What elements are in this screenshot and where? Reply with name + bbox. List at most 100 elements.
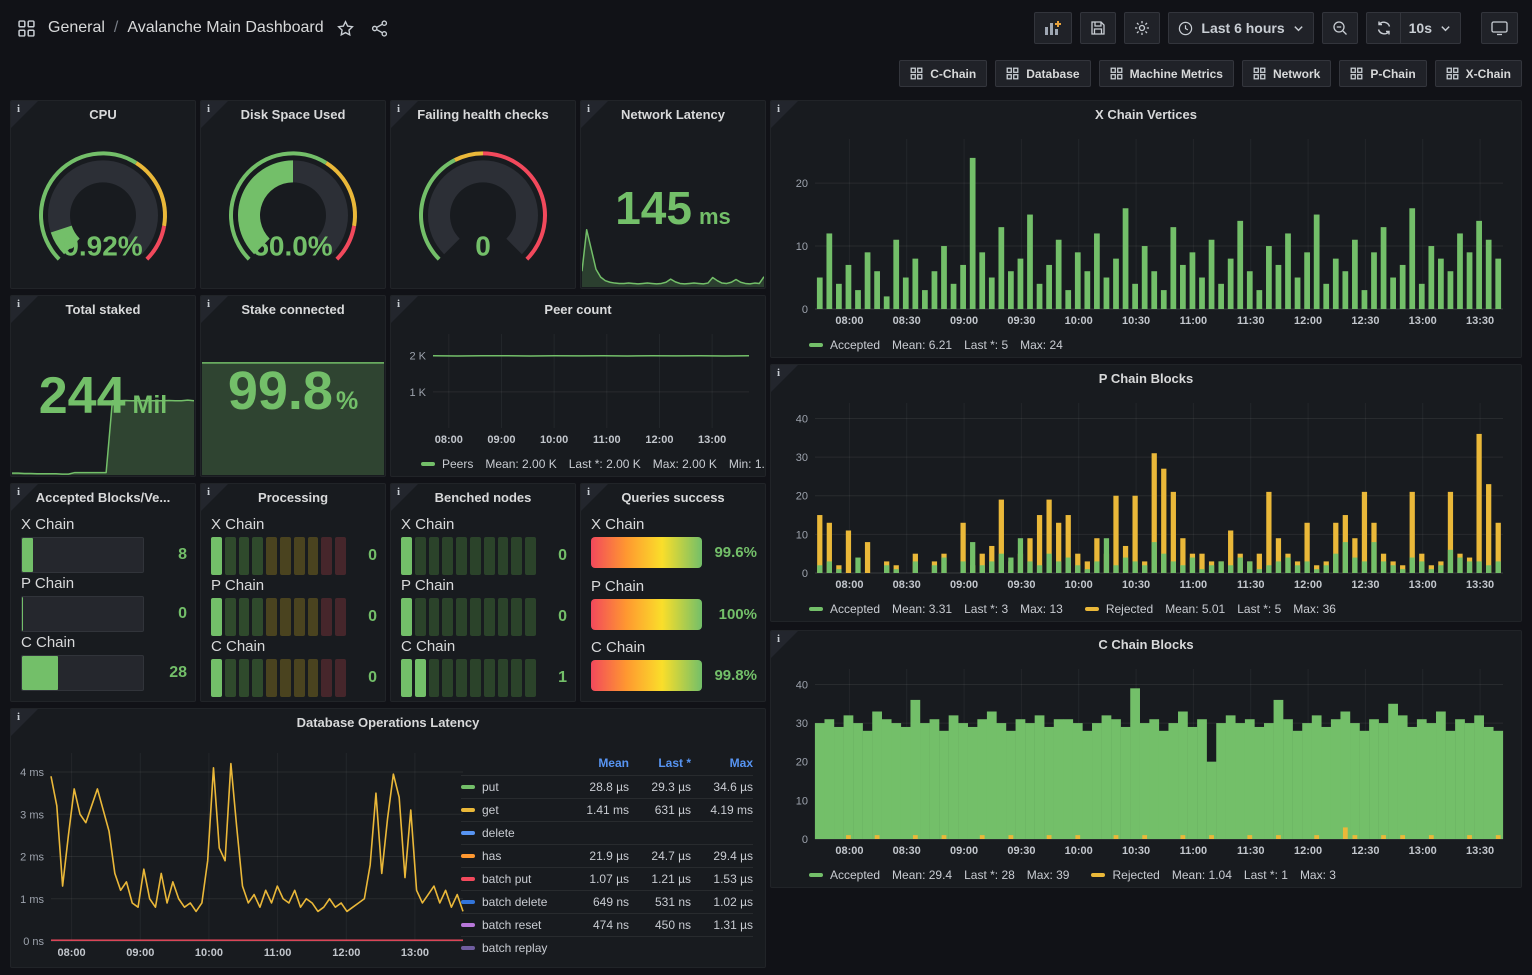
stat-unit: % bbox=[335, 387, 359, 415]
chevron-down-icon bbox=[1293, 25, 1303, 31]
panel-info-icon[interactable]: i bbox=[771, 631, 798, 658]
panel-title[interactable]: C Chain Blocks bbox=[1098, 637, 1194, 652]
lcd-cells bbox=[211, 598, 346, 636]
svg-text:0 ns: 0 ns bbox=[23, 936, 44, 948]
link-p-chain[interactable]: P-Chain bbox=[1339, 60, 1427, 87]
breadcrumb-separator: / bbox=[113, 19, 119, 36]
panel-info-icon[interactable]: i bbox=[201, 296, 228, 323]
p-chain-blocks-chart[interactable]: 0 10 20 30 40 08:00 08:30 09:00 09:30 10:00 10:30 1… bbox=[781, 395, 1509, 593]
panel-info-icon[interactable]: i bbox=[391, 484, 418, 511]
lcd-gauge-row: P Chain 0 bbox=[211, 575, 377, 636]
svg-text:20: 20 bbox=[796, 178, 808, 190]
settings-gear-icon[interactable] bbox=[1124, 12, 1161, 44]
panel-title[interactable]: X Chain Vertices bbox=[1095, 107, 1197, 122]
dashboard-icon bbox=[910, 67, 923, 80]
breadcrumb-folder[interactable]: General bbox=[48, 19, 105, 36]
panel-title[interactable]: P Chain Blocks bbox=[1098, 371, 1194, 386]
panel-title[interactable]: Accepted Blocks/Ve... bbox=[35, 490, 171, 505]
bar-value: 0 bbox=[368, 547, 377, 564]
panel-db-ops-latency: i Database Operations Latency 0 ns 1 ms 2 … bbox=[10, 708, 766, 968]
legend-item[interactable]: Rejected Mean: 5.01 Last *: 5 Max: 36 bbox=[1084, 602, 1336, 616]
legend-table-row: batch replay bbox=[461, 936, 753, 959]
legend-swatch bbox=[461, 877, 475, 881]
legend-swatch bbox=[461, 808, 475, 812]
legend-label: Rejected bbox=[1105, 602, 1154, 616]
panel-info-icon[interactable]: i bbox=[771, 365, 798, 392]
time-range-picker[interactable]: Last 6 hours bbox=[1168, 12, 1314, 44]
link-database[interactable]: Database bbox=[995, 60, 1091, 87]
panel-info-icon[interactable]: i bbox=[11, 709, 38, 736]
panel-disk-space: i Disk Space Used 50.0% bbox=[200, 100, 386, 289]
legend-item[interactable]: Peers Mean: 2.00 K Last *: 2.00 K Max: 2… bbox=[421, 457, 765, 471]
link-label: Machine Metrics bbox=[1129, 66, 1223, 81]
panel-info-icon[interactable]: i bbox=[201, 484, 228, 511]
peer-count-chart[interactable]: 1 K 2 K 08:00 09:00 10:00 11:00 12:00 13:00 bbox=[399, 326, 755, 448]
save-dashboard-button[interactable] bbox=[1080, 12, 1117, 44]
bar-track bbox=[21, 596, 144, 632]
tv-mode-button[interactable] bbox=[1481, 12, 1518, 44]
link-machine-metrics[interactable]: Machine Metrics bbox=[1098, 60, 1234, 87]
legend-swatch bbox=[809, 343, 823, 347]
bar-value: 0 bbox=[368, 608, 377, 625]
legend-item[interactable]: Accepted Mean: 29.4 Last *: 28 Max: 39 bbox=[809, 868, 1069, 882]
panel-title[interactable]: Database Operations Latency bbox=[296, 715, 480, 730]
legend-item[interactable]: Accepted Mean: 6.21 Last *: 5 Max: 24 bbox=[809, 338, 1063, 352]
legend-item[interactable]: Rejected Mean: 1.04 Last *: 1 Max: 3 bbox=[1091, 868, 1336, 882]
panel-info-icon[interactable]: i bbox=[11, 296, 38, 323]
panel-title[interactable]: Peer count bbox=[544, 302, 612, 317]
gradient-bar bbox=[591, 660, 702, 691]
panel-title[interactable]: Processing bbox=[257, 490, 329, 505]
svg-text:08:30: 08:30 bbox=[893, 845, 921, 857]
panel-info-icon[interactable]: i bbox=[391, 101, 418, 128]
db-ops-chart[interactable]: 0 ns 1 ms 2 ms 3 ms 4 ms 08:00 09:00 10:00 11:00… bbox=[17, 745, 469, 961]
link-network[interactable]: Network bbox=[1241, 60, 1332, 87]
x-chain-vertices-chart[interactable]: 0 10 20 08:00 08:30 09:00 09:30 10:00 10:30 11:00… bbox=[781, 131, 1509, 329]
svg-text:0: 0 bbox=[802, 568, 808, 580]
add-panel-button[interactable] bbox=[1034, 12, 1073, 44]
refresh-button[interactable]: 10s bbox=[1365, 12, 1461, 44]
panel-c-chain-blocks: i C Chain Blocks 0 10 20 30 40 08:00 08:30 09:0… bbox=[770, 630, 1522, 888]
breadcrumb-dashboard-title[interactable]: Avalanche Main Dashboard bbox=[127, 19, 324, 36]
svg-text:09:00: 09:00 bbox=[950, 845, 978, 857]
star-icon[interactable] bbox=[333, 16, 358, 41]
panel-info-icon[interactable]: i bbox=[581, 101, 608, 128]
svg-text:09:00: 09:00 bbox=[950, 579, 978, 591]
link-c-chain[interactable]: C-Chain bbox=[899, 60, 988, 87]
svg-text:08:00: 08:00 bbox=[835, 315, 863, 327]
bar-value: 28 bbox=[169, 664, 187, 681]
zoom-out-button[interactable] bbox=[1321, 12, 1358, 44]
panel-info-icon[interactable]: i bbox=[11, 101, 38, 128]
bar-value: 99.6% bbox=[714, 544, 757, 561]
panel-title[interactable]: Benched nodes bbox=[434, 490, 532, 505]
panel-title[interactable]: CPU bbox=[89, 107, 117, 122]
stat-value-block: 244 Mil bbox=[11, 366, 195, 426]
panel-info-icon[interactable]: i bbox=[771, 101, 798, 128]
panel-title[interactable]: Total staked bbox=[65, 302, 141, 317]
panel-info-icon[interactable]: i bbox=[201, 101, 228, 128]
legend-item[interactable]: Accepted Mean: 3.31 Last *: 3 Max: 13 bbox=[809, 602, 1063, 616]
legend-label: has bbox=[482, 849, 502, 863]
legend-swatch bbox=[461, 831, 475, 835]
share-icon[interactable] bbox=[367, 16, 392, 41]
panel-title[interactable]: Network Latency bbox=[620, 107, 726, 122]
panel-info-icon[interactable]: i bbox=[391, 296, 418, 323]
stat-unit: ms bbox=[698, 204, 731, 229]
link-x-chain[interactable]: X-Chain bbox=[1434, 60, 1522, 87]
panel-title[interactable]: Queries success bbox=[621, 490, 725, 505]
panel-title[interactable]: Disk Space Used bbox=[240, 107, 346, 122]
svg-text:11:00: 11:00 bbox=[1180, 315, 1208, 327]
c-chain-blocks-chart[interactable]: 0 10 20 30 40 08:00 08:30 09:00 09:30 10:00 10:30 1… bbox=[781, 661, 1509, 859]
legend-label: batch reset bbox=[482, 918, 542, 932]
svg-text:08:00: 08:00 bbox=[835, 845, 863, 857]
svg-text:4 ms: 4 ms bbox=[20, 767, 44, 779]
panel-title[interactable]: Failing health checks bbox=[417, 107, 549, 122]
panel-info-icon[interactable]: i bbox=[581, 484, 608, 511]
svg-text:12:30: 12:30 bbox=[1351, 845, 1379, 857]
chart-legend: Peers Mean: 2.00 K Last *: 2.00 K Max: 2… bbox=[421, 457, 765, 471]
panel-x-chain-vertices: i X Chain Vertices 0 10 20 08:00 08:30 09:00 0… bbox=[770, 100, 1522, 358]
panel-info-icon[interactable]: i bbox=[11, 484, 38, 511]
panel-title[interactable]: Stake connected bbox=[241, 302, 345, 317]
svg-text:1 ms: 1 ms bbox=[20, 894, 44, 906]
network-latency-sparkline bbox=[581, 225, 765, 287]
